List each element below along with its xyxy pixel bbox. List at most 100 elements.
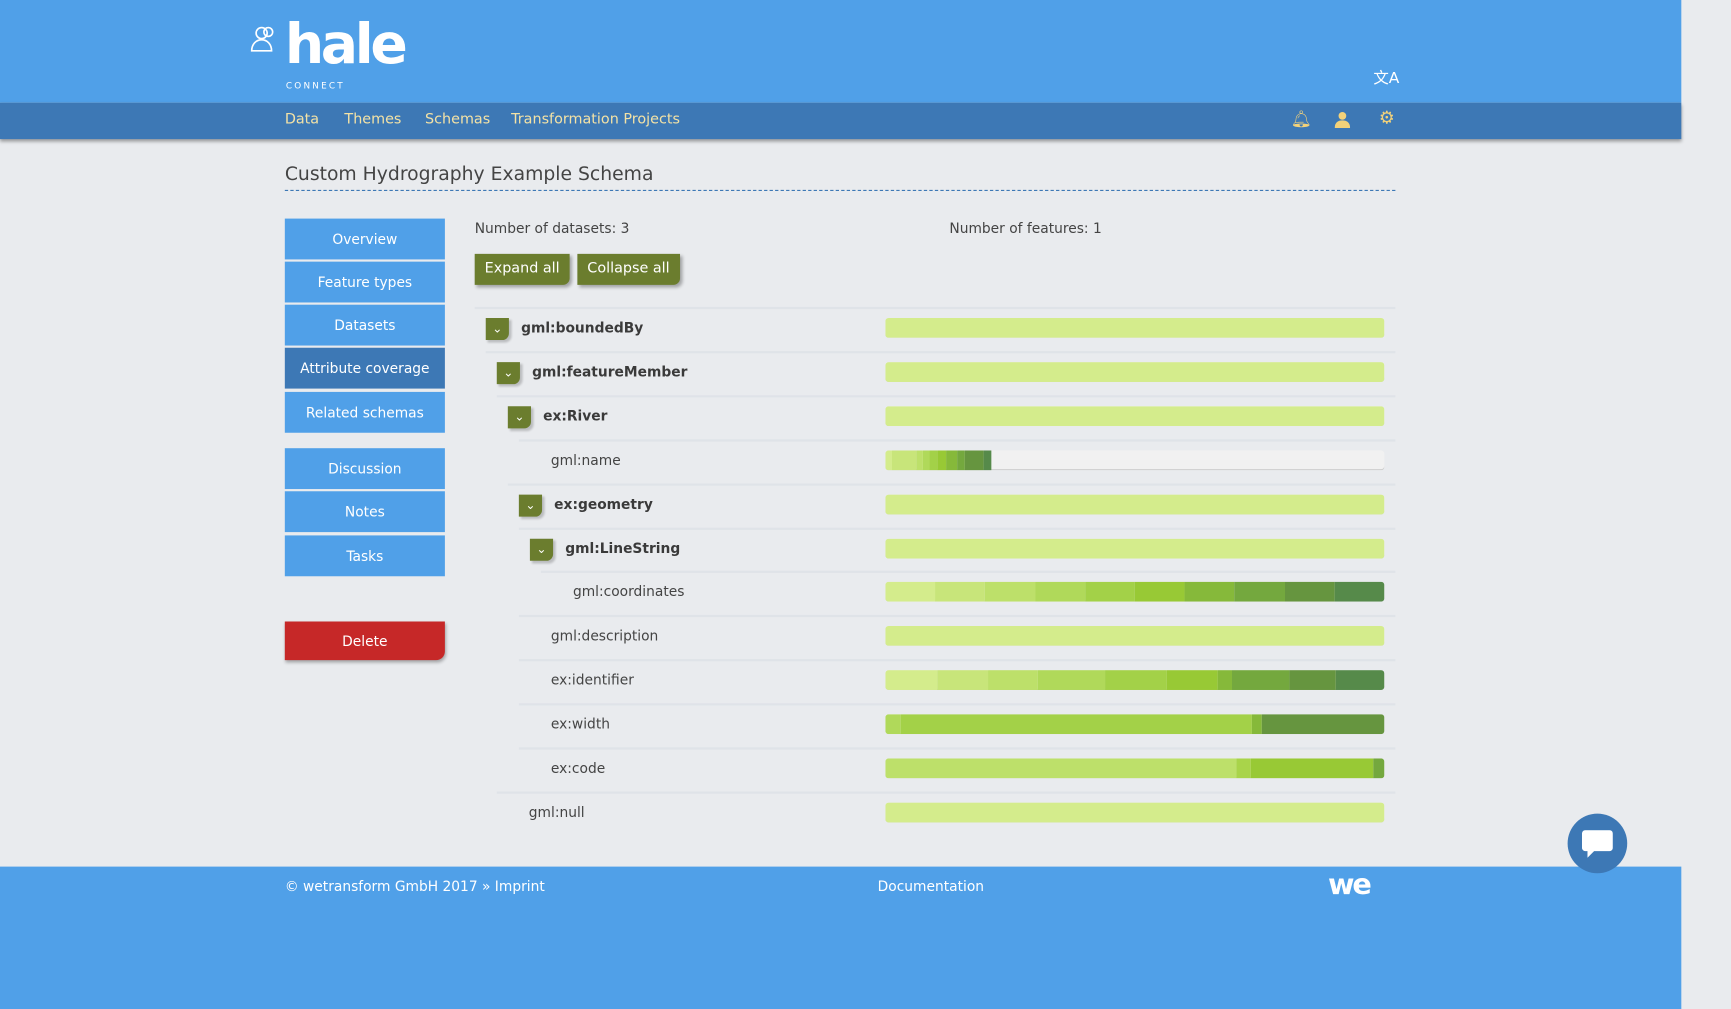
- coverage-bar: [885, 406, 1385, 426]
- coverage-bar: [885, 802, 1385, 823]
- logo[interactable]: hale: [284, 12, 408, 77]
- coverage-segment: [885, 450, 893, 470]
- coverage-segment: [1251, 714, 1262, 735]
- coverage-segment: [1234, 582, 1285, 603]
- coverage-segment: [1289, 670, 1336, 691]
- sidebar-item-overview[interactable]: Overview: [284, 218, 445, 260]
- coverage-segment: [957, 450, 965, 470]
- coverage-segment: [885, 361, 1385, 382]
- coverage-segment: [1335, 670, 1385, 691]
- nav-schemas[interactable]: Schemas: [425, 111, 491, 129]
- sidebar-item-attribute-coverage[interactable]: Attribute coverage: [284, 347, 445, 389]
- coverage-segment: [1372, 758, 1385, 779]
- tree-row: [518, 439, 1396, 485]
- tree-row: [518, 615, 1396, 661]
- tree-label[interactable]: ex:River: [543, 407, 608, 424]
- coverage-segment: [885, 406, 1385, 426]
- coverage-bar: [885, 670, 1385, 691]
- coverage-segment: [885, 802, 1385, 823]
- coverage-segment: [1334, 582, 1385, 603]
- delete-button[interactable]: Delete: [284, 621, 445, 661]
- chat-bubble-icon: [1581, 830, 1613, 858]
- sidebar-item-notes[interactable]: Notes: [284, 491, 445, 533]
- bell-icon[interactable]: 🔔︎: [1290, 109, 1312, 130]
- coverage-segment: [885, 582, 936, 603]
- coverage-segment: [885, 670, 938, 691]
- coverage-segment: [985, 582, 1036, 603]
- tree-label[interactable]: gml:featureMember: [532, 363, 688, 380]
- coverage-segment: [1236, 758, 1252, 779]
- coverage-segment: [885, 626, 1385, 647]
- coverage-bar: [885, 714, 1385, 735]
- chevron-down-icon[interactable]: ⌄: [496, 361, 520, 385]
- coverage-segment: [885, 758, 1237, 779]
- collapse-all-button[interactable]: Collapse all: [577, 253, 680, 285]
- tree-label[interactable]: gml:LineString: [565, 539, 681, 556]
- tree-label: ex:width: [550, 715, 610, 733]
- tree-row: [540, 571, 1396, 617]
- coverage-bar: [885, 582, 1385, 603]
- chevron-down-icon[interactable]: ⌄: [485, 317, 509, 341]
- page-title: Custom Hydrography Example Schema: [284, 163, 654, 186]
- tree-label[interactable]: ex:geometry: [554, 495, 653, 512]
- sidebar-item-tasks[interactable]: Tasks: [284, 535, 445, 577]
- documentation-link[interactable]: Documentation: [877, 877, 985, 895]
- tree-row: [485, 350, 1396, 397]
- sidebar-item-feature-types[interactable]: Feature types: [284, 261, 445, 303]
- tree-row: [507, 483, 1396, 529]
- expand-all-button[interactable]: Expand all: [474, 253, 570, 285]
- coverage-bar: [885, 450, 1385, 470]
- coverage-segment: [1084, 582, 1135, 603]
- coverage-segment: [935, 582, 986, 603]
- chevron-down-icon[interactable]: ⌄: [529, 538, 554, 561]
- chevron-down-icon[interactable]: ⌄: [518, 494, 543, 517]
- sidebar-item-related-schemas[interactable]: Related schemas: [284, 391, 445, 433]
- translate-icon[interactable]: 文A: [1373, 69, 1400, 88]
- sidebar-item-discussion[interactable]: Discussion: [284, 448, 445, 490]
- coverage-segment: [1231, 670, 1290, 691]
- tree-label: ex:identifier: [550, 671, 634, 688]
- wetransform-logo[interactable]: we: [1328, 868, 1372, 902]
- coverage-segment: [916, 450, 923, 470]
- coverage-segment: [984, 450, 992, 470]
- coverage-segment: [964, 450, 985, 470]
- coverage-segment: [922, 450, 930, 470]
- coverage-bar: [885, 361, 1385, 382]
- coverage-bar: [885, 626, 1385, 647]
- tree-label: gml:null: [528, 803, 585, 821]
- coverage-segment: [988, 670, 1039, 691]
- logo-subtitle: CONNECT: [285, 80, 345, 91]
- chat-button[interactable]: [1567, 813, 1628, 874]
- copyright-imprint-link[interactable]: © wetransform GmbH 2017 » Imprint: [284, 877, 545, 895]
- tree-row: [518, 659, 1396, 705]
- features-count: Number of features: 1: [949, 219, 1102, 237]
- title-divider: [284, 189, 1396, 191]
- coverage-bar: [885, 538, 1385, 559]
- coverage-segment: [892, 450, 917, 470]
- datasets-count: Number of datasets: 3: [474, 219, 630, 237]
- chevron-down-icon[interactable]: ⌄: [507, 406, 531, 429]
- coverage-bar: [885, 494, 1385, 514]
- tree-row: [518, 527, 1396, 573]
- users-icon: [250, 26, 274, 52]
- nav-transformation-projects[interactable]: Transformation Projects: [511, 111, 680, 129]
- gear-icon[interactable]: ⚙: [1378, 107, 1395, 129]
- tree-label[interactable]: gml:boundedBy: [521, 319, 644, 336]
- coverage-segment: [1038, 670, 1105, 691]
- tree-row: [518, 747, 1396, 793]
- header: hale CONNECT 文A: [0, 0, 1682, 103]
- nav-themes[interactable]: Themes: [344, 111, 402, 129]
- tree-row: [496, 791, 1396, 837]
- tree-label: gml:coordinates: [572, 583, 685, 600]
- coverage-segment: [885, 494, 1385, 514]
- coverage-segment: [937, 450, 946, 470]
- coverage-segment: [1261, 714, 1385, 735]
- coverage-bar: [885, 317, 1385, 338]
- coverage-segment: [885, 714, 901, 735]
- nav-data[interactable]: Data: [284, 111, 320, 129]
- coverage-segment: [900, 714, 1252, 735]
- sidebar-item-datasets[interactable]: Datasets: [284, 304, 445, 346]
- main-nav: Data Themes Schemas Transformation Proje…: [0, 102, 1682, 140]
- coverage-segment: [1184, 582, 1235, 603]
- user-icon[interactable]: [1334, 111, 1351, 129]
